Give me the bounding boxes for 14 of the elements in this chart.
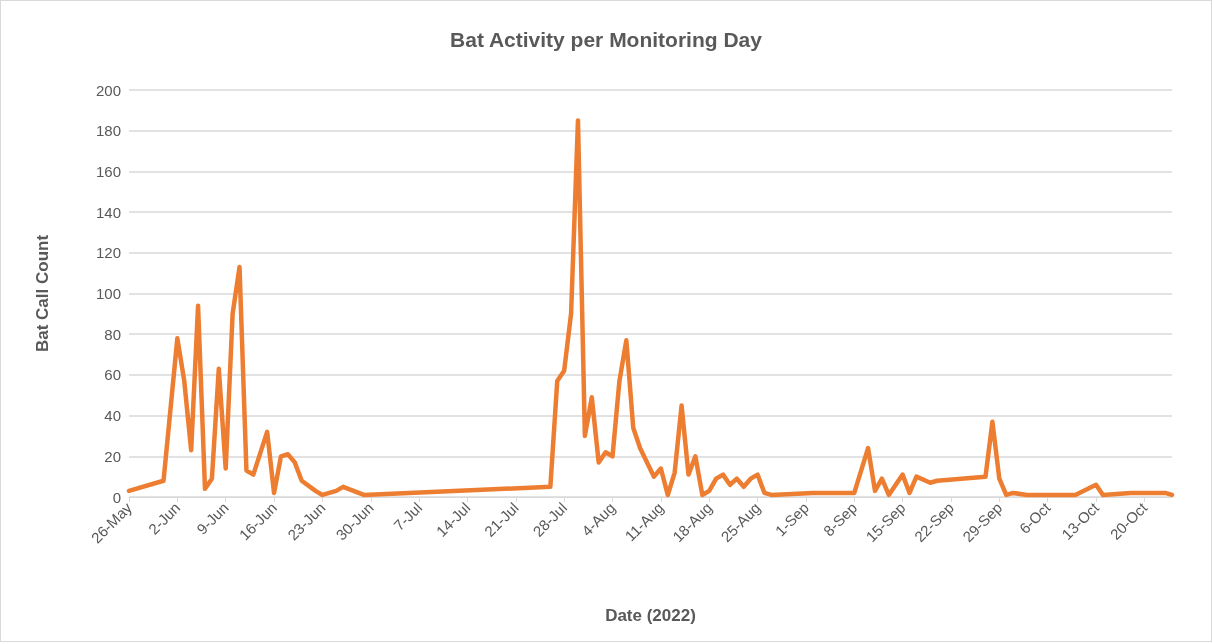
y-tick-label: 140 bbox=[95, 203, 121, 221]
x-axis-title: Date (2022) bbox=[605, 606, 696, 625]
y-tick-label: 180 bbox=[95, 122, 121, 140]
y-tick-label: 100 bbox=[95, 285, 121, 302]
y-tick-label: 0 bbox=[112, 488, 121, 506]
y-tick-label: 120 bbox=[95, 244, 121, 262]
y-tick-label: 80 bbox=[104, 325, 121, 343]
chart-title: Bat Activity per Monitoring Day bbox=[450, 28, 763, 51]
y-tick-label: 200 bbox=[95, 81, 121, 99]
y-axis-title: Bat Call Count bbox=[33, 234, 52, 353]
y-tick-label: 60 bbox=[104, 366, 121, 384]
y-tick-label: 20 bbox=[104, 447, 121, 465]
y-tick-label: 40 bbox=[104, 407, 121, 425]
y-tick-label: 160 bbox=[95, 162, 121, 180]
